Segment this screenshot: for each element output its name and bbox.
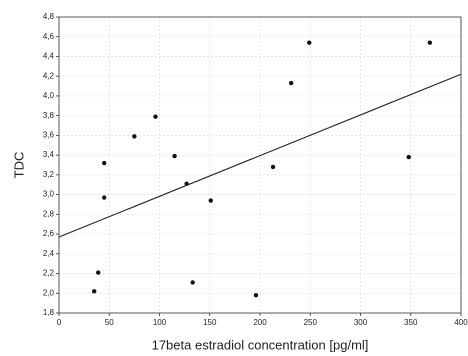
y-tick-label: 4,2 (43, 71, 55, 80)
point (102, 195, 107, 200)
x-tick-label: 250 (304, 318, 318, 327)
y-tick-label: 4,4 (43, 52, 55, 61)
y-tick-label: 3,2 (43, 170, 55, 179)
y-tick-label: 2,2 (43, 269, 55, 278)
y-tick-label: 4,6 (43, 32, 55, 41)
x-tick-label: 400 (454, 318, 468, 327)
y-tick-label: 4,8 (43, 12, 55, 21)
point (95, 270, 101, 275)
point (406, 154, 411, 160)
point (153, 114, 158, 119)
y-tick-label: 4,0 (43, 91, 55, 100)
plot-frame (58, 16, 462, 314)
y-tick-label: 2,6 (43, 229, 55, 238)
y-tick-label: 1,8 (43, 308, 55, 317)
point (253, 293, 259, 298)
x-tick-label: 350 (404, 318, 418, 327)
y-axis-title: TDC (11, 152, 26, 179)
point (102, 160, 107, 166)
fit-line (58, 73, 462, 238)
point (91, 289, 97, 294)
point (307, 40, 312, 45)
y-tick-label: 3,4 (43, 150, 55, 159)
y-tick-label: 2,4 (43, 249, 55, 258)
point (132, 134, 137, 139)
point (208, 198, 213, 203)
point (270, 164, 276, 170)
point (288, 80, 294, 86)
x-tick-label: 300 (354, 318, 368, 327)
y-tick-label: 2,0 (43, 288, 55, 297)
x-tick-label: 100 (153, 318, 167, 327)
x-tick-label: 0 (57, 318, 62, 327)
x-axis-title: 17beta estradiol concentration [pg/ml] (152, 337, 369, 352)
y-tick-label: 2,8 (43, 209, 55, 218)
point (172, 153, 177, 159)
y-tick-label: 3,6 (43, 131, 55, 140)
y-tick-label: 3,0 (43, 190, 55, 199)
point (427, 40, 433, 45)
y-tick-label: 3,8 (43, 111, 55, 120)
x-tick-label: 200 (253, 318, 267, 327)
point (190, 280, 195, 285)
x-tick-label: 50 (105, 318, 114, 327)
x-tick-label: 150 (203, 318, 217, 327)
